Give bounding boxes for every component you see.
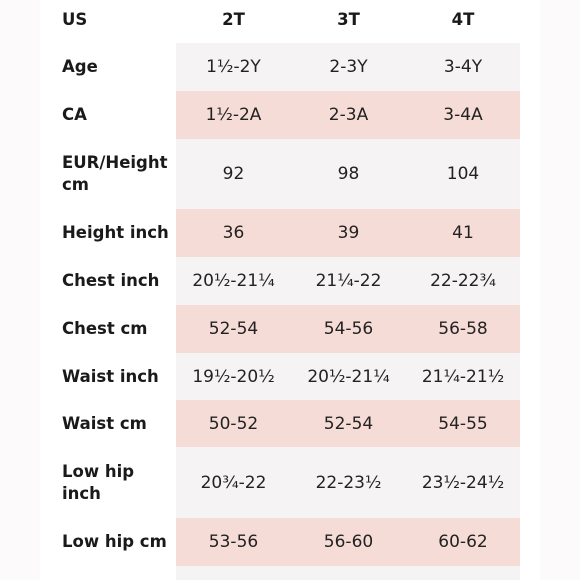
cell-2t: 92 (222, 164, 245, 184)
cell-4t: 54-55 (438, 413, 488, 434)
cell-3t: 98 (337, 164, 360, 184)
cell-2t: 52-54 (208, 319, 259, 339)
table-row: Waist cm 50-52 52-54 54-55 (0, 400, 580, 447)
cell-4t: 21¼-21½ (421, 366, 505, 387)
size-header-3t: 3T (337, 10, 360, 29)
row-label: Chest inch (62, 271, 160, 290)
cell-4t: 3-4Y (443, 57, 483, 77)
cell-4t: 60-62 (438, 532, 488, 552)
table-row-partial (0, 566, 580, 580)
row-label: Chest cm (62, 319, 148, 338)
cell-4t: 56-58 (438, 319, 488, 339)
row-label: CA (62, 105, 87, 124)
cell-4t: 3-4A (443, 105, 483, 125)
row-label: Low hip cm (62, 532, 167, 551)
cell-3t: 54-56 (323, 319, 374, 339)
row-label: EUR/Height cm (62, 153, 168, 194)
table-row: Low hip inch 20¾-22 22-23½ 23½-24½ (0, 447, 580, 518)
cell-2t: 53-56 (208, 532, 259, 552)
cell-2t: 19½-20½ (192, 366, 275, 387)
row-label: Waist inch (62, 366, 159, 386)
cell-2t: 20½-21¼ (192, 271, 275, 291)
header-label: US (62, 10, 88, 29)
cell-4t: 22-22¾ (430, 271, 496, 291)
cell-2t: 1½-2A (205, 105, 262, 125)
table-row: Low hip cm 53-56 56-60 60-62 (0, 518, 580, 566)
cell-3t: 20½-21¼ (307, 366, 390, 387)
size-header-4t: 4T (451, 10, 475, 29)
table-row: Chest cm 52-54 54-56 56-58 (0, 305, 580, 353)
table-row: Age 1½-2Y 2-3Y 3-4Y (0, 43, 580, 91)
cell-3t: 39 (337, 223, 360, 243)
cell-4t: 23½-24½ (421, 472, 505, 493)
cell-3t: 56-60 (323, 532, 374, 552)
header-row: US 2T 3T 4T (0, 0, 580, 40)
cell-3t: 22-23½ (315, 472, 382, 493)
cell-2t: 50-52 (208, 413, 259, 434)
cell-2t: 1½-2Y (206, 57, 261, 77)
table-row: CA 1½-2A 2-3A 3-4A (0, 91, 580, 139)
table-row: Waist inch 19½-20½ 20½-21¼ 21¼-21½ (0, 353, 580, 400)
cell-4t: 104 (446, 164, 480, 184)
table-row: Chest inch 20½-21¼ 21¼-22 22-22¾ (0, 257, 580, 305)
cell-3t: 52-54 (323, 413, 374, 434)
row-label: Age (62, 57, 98, 76)
row-label: Waist cm (62, 413, 147, 433)
row-label: Height inch (62, 223, 169, 242)
cell-3t: 21¼-22 (315, 271, 382, 291)
size-header-2t: 2T (222, 10, 245, 29)
cell-3t: 2-3Y (329, 57, 368, 77)
row-label: Low hip inch (62, 461, 135, 503)
cell-3t: 2-3A (328, 105, 369, 125)
cell-2t: 20¾-22 (200, 472, 267, 493)
cell-4t: 41 (452, 223, 474, 243)
table-row: Height inch 36 39 41 (0, 209, 580, 257)
table-row: EUR/Height cm 92 98 104 (0, 139, 580, 209)
cell-2t: 36 (222, 223, 245, 243)
